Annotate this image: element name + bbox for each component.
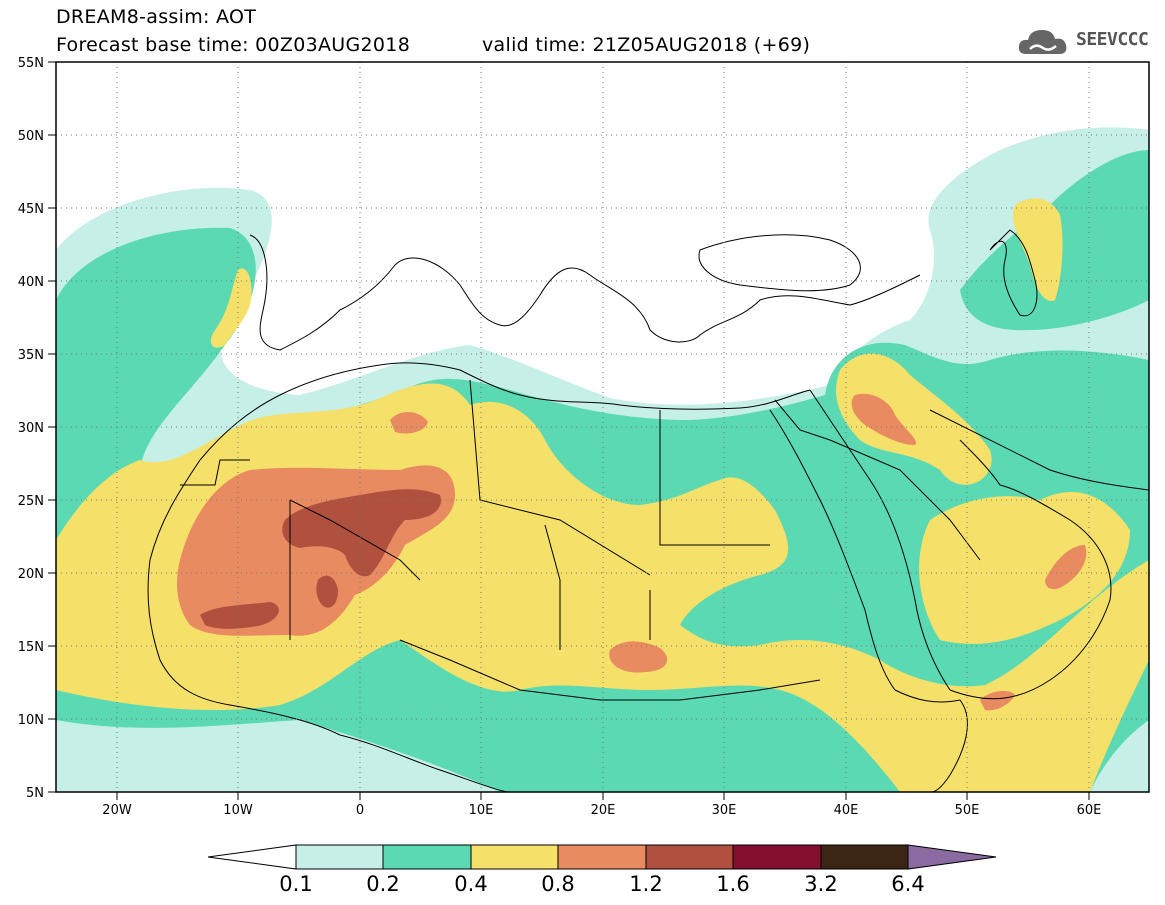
lat-label: 40N — [18, 275, 44, 290]
colorbar-label: 0.1 — [279, 872, 313, 896]
colorbar — [207, 844, 997, 870]
colorbar-bin-3 — [557, 844, 647, 870]
forecast-base-time: Forecast base time: 00Z03AUG2018 — [56, 34, 411, 56]
lat-label: 45N — [18, 202, 44, 217]
coastline-north-africa — [199, 362, 811, 461]
aot-band-0.8-oman — [1045, 545, 1087, 590]
border-africa-interior — [399, 639, 821, 701]
colorbar-label: 0.8 — [541, 872, 575, 896]
colorbar-below-triangle — [207, 844, 297, 870]
lat-label: 5N — [26, 786, 44, 801]
colorbar-bin-5 — [732, 844, 822, 870]
lat-label: 25N — [18, 494, 44, 509]
aot-band-0.4-arabia — [919, 491, 1130, 644]
aot-band-1.2-mali — [316, 575, 338, 608]
lat-label: 50N — [18, 129, 44, 144]
colorbar-bin-0 — [295, 844, 384, 870]
colorbar-label: 0.4 — [454, 872, 488, 896]
colorbar-bin-1 — [382, 844, 472, 870]
border-egypt — [659, 410, 770, 546]
lon-label: 50E — [955, 803, 980, 818]
coastline-black-sea — [698, 234, 861, 292]
colorbar-above-triangle — [907, 844, 997, 870]
seevccc-logo: SEEVCCC — [1016, 24, 1156, 58]
border-algeria — [289, 499, 421, 581]
aot-band-0.8-libya — [390, 411, 428, 434]
coastline-arabia — [949, 439, 1112, 700]
aot-band-0.4-kazakh — [1012, 198, 1063, 301]
lon-label: 20W — [102, 803, 132, 818]
lon-label: 60E — [1077, 803, 1102, 818]
colorbar-bin-6 — [820, 844, 909, 870]
aot-band-0.4-gulf — [836, 353, 992, 485]
coastline-west-africa — [147, 459, 511, 792]
coastlines — [147, 229, 1149, 792]
border-libya — [469, 379, 651, 576]
border-sahel — [180, 459, 651, 650]
coastline-iran — [929, 409, 1149, 491]
lon-label: 40E — [834, 803, 859, 818]
aot-band-1.2 — [282, 489, 441, 577]
aot-band-1.2-mauritania — [200, 602, 279, 629]
aot-band-0.8-iraq — [851, 393, 916, 445]
axis-ticks — [48, 61, 1090, 800]
colorbar-bin-2 — [470, 844, 559, 870]
aot-band-0.4-iberia — [210, 268, 252, 348]
coastline-europe — [249, 234, 921, 351]
map-title: DREAM8-assim: AOT — [56, 6, 257, 28]
lon-label: 30E — [712, 803, 737, 818]
colorbar-label: 1.6 — [716, 872, 750, 896]
lat-label: 20N — [18, 567, 44, 582]
colorbar-bin-4 — [645, 844, 734, 870]
colorbar-label: 6.4 — [891, 872, 925, 896]
aot-band-0.8-chad — [609, 641, 668, 673]
lon-label: 10W — [223, 803, 253, 818]
lon-label: 20E — [591, 803, 616, 818]
lon-labels: 20W 10W 0 10E 20E 30E 40E 50E 60E — [102, 803, 1101, 818]
coastline-horn — [894, 689, 968, 792]
lat-labels: 55N 50N 45N 40N 35N 30N 25N 20N 15N 10N … — [18, 56, 44, 801]
colorbar-label: 3.2 — [804, 872, 838, 896]
lon-label: 0 — [356, 803, 364, 818]
lat-label: 55N — [18, 56, 44, 71]
coastline-red-sea — [769, 389, 951, 691]
colorbar-label: 1.2 — [629, 872, 663, 896]
colorbar-label: 0.2 — [366, 872, 400, 896]
lat-label: 30N — [18, 421, 44, 436]
time-info: Forecast base time: 00Z03AUG2018 valid t… — [56, 34, 810, 100]
valid-time: valid time: 21Z05AUG2018 (+69) — [482, 34, 811, 56]
lat-label: 15N — [18, 640, 44, 655]
aot-band-0.8-somalia — [980, 690, 1015, 711]
border-levant — [774, 399, 981, 561]
coastline-caspian — [989, 229, 1038, 317]
lat-label: 10N — [18, 713, 44, 728]
cloud-icon — [1018, 30, 1067, 54]
lon-label: 10E — [469, 803, 494, 818]
logo-text: SEEVCCC — [1076, 29, 1149, 50]
lat-label: 35N — [18, 348, 44, 363]
map-grid — [56, 62, 1149, 792]
